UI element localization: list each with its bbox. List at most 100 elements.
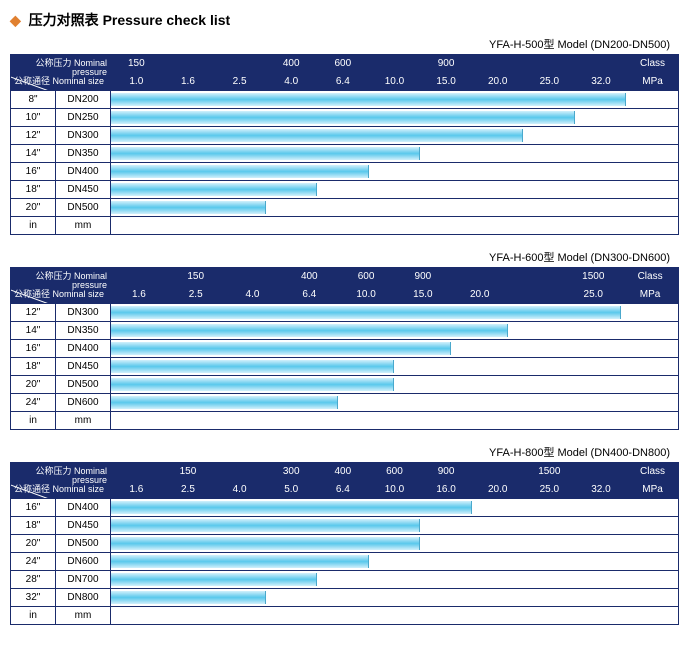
table-row: 24"DN600 [11, 553, 679, 571]
class-value [472, 55, 524, 73]
size-in: 20" [11, 535, 56, 553]
size-dn: DN700 [56, 571, 111, 589]
chart-block: YFA-H-500型 Model (DN200-DN500)公称压力 Nomin… [10, 36, 678, 235]
mpa-value: 1.6 [111, 286, 168, 304]
corner-size-label: 公称通径 Nominal size [11, 77, 110, 86]
unit-in: in [11, 607, 56, 625]
bar-cell [111, 340, 679, 358]
pressure-chart-table: 公称压力 Nominal pressure公称通径 Nominal size15… [10, 462, 679, 625]
class-value [508, 268, 565, 286]
unit-in: in [11, 217, 56, 235]
unit-blank [111, 217, 679, 235]
size-dn: DN200 [56, 91, 111, 109]
size-dn: DN500 [56, 376, 111, 394]
table-row: 16"DN400 [11, 499, 679, 517]
bar-cell [111, 91, 679, 109]
size-dn: DN300 [56, 127, 111, 145]
unit-row: inmm [11, 412, 679, 430]
pressure-bar [111, 342, 451, 355]
size-dn: DN350 [56, 145, 111, 163]
class-value [111, 268, 168, 286]
table-row: 14"DN350 [11, 145, 679, 163]
class-value [451, 268, 508, 286]
mpa-value: 4.0 [224, 286, 281, 304]
size-in: 18" [11, 358, 56, 376]
bar-cell [111, 499, 679, 517]
class-label: Class [627, 55, 679, 73]
table-row: 12"DN300 [11, 127, 679, 145]
table-row: 18"DN450 [11, 358, 679, 376]
bar-cell [111, 553, 679, 571]
table-row: 8"DN200 [11, 91, 679, 109]
mpa-value: 32.0 [575, 73, 627, 91]
mpa-value: 6.4 [281, 286, 338, 304]
size-in: 24" [11, 394, 56, 412]
size-in: 14" [11, 322, 56, 340]
model-label: YFA-H-600型 Model (DN300-DN600) [10, 249, 678, 267]
bar-cell [111, 181, 679, 199]
mpa-value: 10.0 [369, 73, 421, 91]
class-value [111, 463, 163, 481]
mpa-value: 20.0 [472, 481, 524, 499]
pressure-bar [111, 324, 508, 337]
size-dn: DN600 [56, 553, 111, 571]
class-value: 150 [111, 55, 163, 73]
mpa-value: 20.0 [451, 286, 508, 304]
table-row: 18"DN450 [11, 517, 679, 535]
mpa-value: 10.0 [369, 481, 421, 499]
corner-pressure-label: 公称压力 Nominal pressure [11, 272, 110, 290]
bar-cell [111, 394, 679, 412]
size-in: 10" [11, 109, 56, 127]
title-cn: 压力对照表 [29, 12, 99, 28]
pressure-bar [111, 165, 369, 178]
table-row: 24"DN600 [11, 394, 679, 412]
class-value: 1500 [524, 463, 576, 481]
mpa-value: 25.0 [565, 286, 622, 304]
size-in: 20" [11, 199, 56, 217]
mpa-value: 4.0 [265, 73, 317, 91]
size-in: 16" [11, 163, 56, 181]
size-dn: DN450 [56, 181, 111, 199]
mpa-label: MPa [627, 481, 679, 499]
mpa-value: 5.0 [265, 481, 317, 499]
size-dn: DN450 [56, 517, 111, 535]
mpa-value [508, 286, 565, 304]
size-dn: DN300 [56, 304, 111, 322]
mpa-value: 1.6 [162, 73, 214, 91]
mpa-value: 1.0 [111, 73, 163, 91]
mpa-value: 2.5 [162, 481, 214, 499]
size-in: 24" [11, 553, 56, 571]
size-dn: DN400 [56, 499, 111, 517]
bar-cell [111, 199, 679, 217]
pressure-bar [111, 573, 317, 586]
size-in: 14" [11, 145, 56, 163]
class-value [524, 55, 576, 73]
bar-cell [111, 145, 679, 163]
bar-cell [111, 163, 679, 181]
bar-cell [111, 535, 679, 553]
mpa-value: 15.0 [394, 286, 451, 304]
pressure-bar [111, 501, 472, 514]
pressure-bar [111, 111, 575, 124]
table-row: 28"DN700 [11, 571, 679, 589]
mpa-value: 6.4 [317, 481, 369, 499]
model-label: YFA-H-500型 Model (DN200-DN500) [10, 36, 678, 54]
class-value [575, 463, 627, 481]
class-value: 600 [317, 55, 369, 73]
unit-blank [111, 607, 679, 625]
class-value: 900 [420, 463, 472, 481]
unit-in: in [11, 412, 56, 430]
size-dn: DN800 [56, 589, 111, 607]
bar-cell [111, 322, 679, 340]
size-dn: DN600 [56, 394, 111, 412]
page-title: ◆ 压力对照表 Pressure check list [10, 10, 678, 30]
mpa-value: 10.0 [338, 286, 395, 304]
class-label: Class [622, 268, 679, 286]
corner-pressure-label: 公称压力 Nominal pressure [11, 467, 110, 485]
class-value [214, 463, 266, 481]
pressure-bar [111, 555, 369, 568]
pressure-bar [111, 147, 420, 160]
model-label: YFA-H-800型 Model (DN400-DN800) [10, 444, 678, 462]
size-in: 28" [11, 571, 56, 589]
corner-header: 公称压力 Nominal pressure公称通径 Nominal size [11, 55, 111, 91]
